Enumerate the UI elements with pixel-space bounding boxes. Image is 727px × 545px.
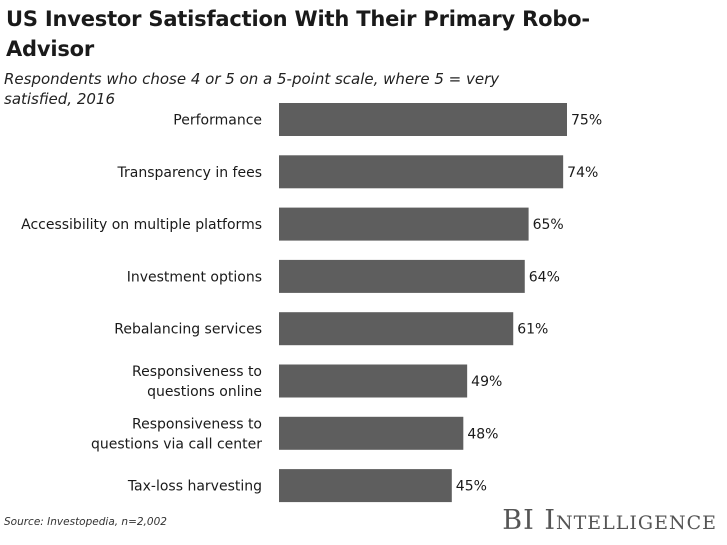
bar-0: [279, 103, 567, 136]
category-label-0: Performance: [173, 113, 262, 129]
bar-4: [279, 312, 514, 346]
value-label-5: 49%: [471, 374, 502, 390]
category-label-6: Responsiveness to questions via call cent…: [91, 416, 262, 452]
bar-1: [279, 155, 564, 189]
bar-5: [279, 364, 468, 398]
value-label-1: 74%: [567, 165, 598, 181]
value-label-2: 65%: [533, 217, 564, 233]
category-label-7: Tax-loss harvesting: [127, 479, 262, 495]
category-label-2: Accessibility on multiple platforms: [21, 217, 262, 233]
bar-6: [279, 416, 464, 450]
value-label-0: 75%: [571, 113, 602, 129]
chart-title: US Investor Satisfaction With Their Prim…: [6, 7, 590, 61]
value-label-7: 45%: [456, 479, 487, 495]
bar-3: [279, 259, 525, 293]
value-label-4: 61%: [517, 322, 548, 338]
value-label-3: 64%: [529, 269, 560, 285]
category-label-4: Rebalancing services: [114, 322, 262, 338]
bar-2: [279, 207, 529, 241]
chart-subtitle: Respondents who chose 4 or 5 on a 5-poin…: [4, 70, 500, 108]
category-label-5: Responsiveness to questions online: [132, 364, 262, 400]
source-note: Source: Investopedia, n=2,002: [4, 516, 167, 528]
bar-7: [279, 469, 452, 503]
category-label-3: Investment options: [127, 269, 262, 285]
value-label-6: 48%: [467, 426, 498, 442]
category-label-1: Transparency in fees: [117, 165, 263, 181]
brand-logo: BI Intelligence: [502, 505, 717, 536]
